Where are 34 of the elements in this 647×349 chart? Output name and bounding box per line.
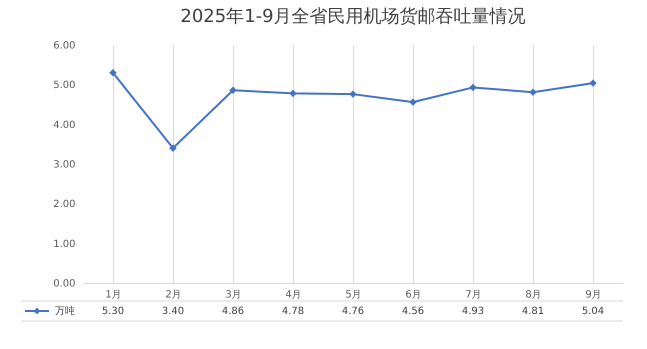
data-label: 4.81 <box>522 306 544 317</box>
x-tick-label: 7月 <box>465 290 482 300</box>
point <box>169 144 177 152</box>
data-label: 4.78 <box>282 306 304 317</box>
data-label: 4.86 <box>222 306 244 317</box>
x-tick-label: 5月 <box>345 290 362 300</box>
y-tick-label: 0.00 <box>53 278 76 290</box>
y-tick-label: 5.00 <box>53 80 76 92</box>
data-label: 4.93 <box>462 306 484 317</box>
y-tick-label: 6.00 <box>53 40 76 52</box>
x-tick-label: 9月 <box>585 290 602 300</box>
data-label: 4.56 <box>402 306 424 317</box>
point <box>289 90 297 98</box>
point <box>469 84 477 92</box>
y-tick-label: 2.00 <box>53 199 76 210</box>
legend-label: 万吨 <box>55 305 75 317</box>
data-label: 5.30 <box>102 306 124 317</box>
y-tick-label: 3.00 <box>53 160 76 170</box>
x-tick-label: 1月 <box>105 290 122 300</box>
x-tick-label: 8月 <box>525 290 542 300</box>
y-tick-label: 4.00 <box>53 120 76 131</box>
point <box>529 88 537 96</box>
data-label: 3.40 <box>162 306 184 317</box>
x-tick-label: 3月 <box>225 290 242 300</box>
x-tick-label: 6月 <box>405 290 422 300</box>
point <box>349 90 357 98</box>
chart-title: 2025年1-9月全省民用机场货邮吞吐量情况 <box>180 6 526 27</box>
y-tick-label: 1.00 <box>53 238 76 250</box>
point <box>409 98 417 106</box>
data-label: 5.04 <box>582 306 604 317</box>
x-tick-label: 2月 <box>165 290 182 300</box>
data-label: 4.76 <box>342 306 364 317</box>
x-tick-label: 4月 <box>285 290 302 300</box>
point <box>589 79 597 87</box>
